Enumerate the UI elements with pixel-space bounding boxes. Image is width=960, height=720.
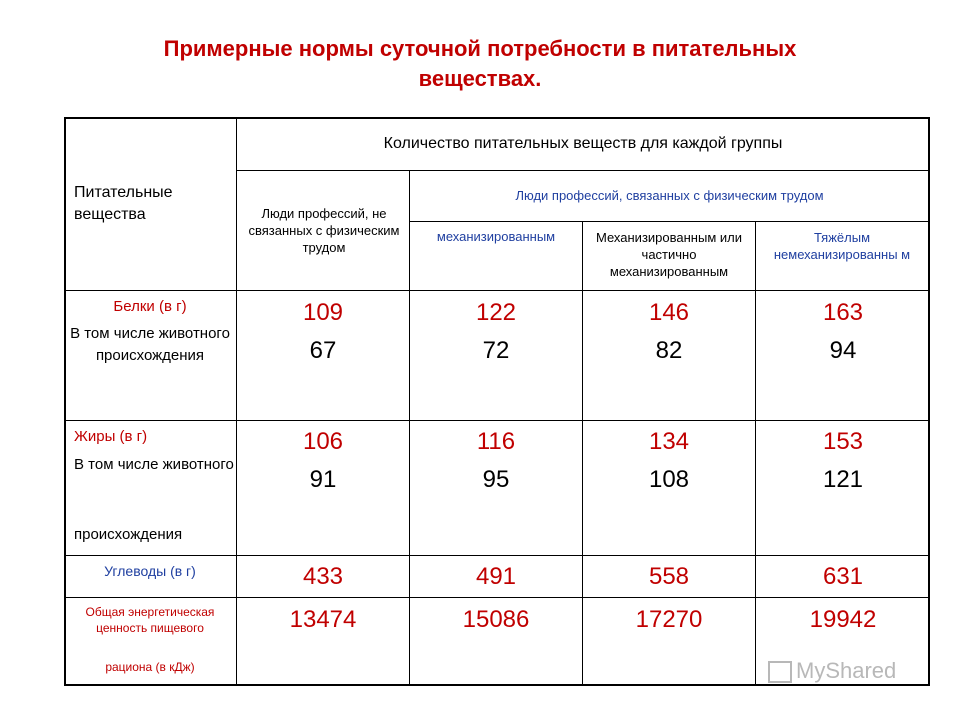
fat-value: 153	[822, 428, 864, 455]
fat-label: Жиры (в г)	[74, 428, 148, 445]
grid-line	[64, 290, 930, 291]
header-physical: Люди профессий, связанных с физическим т…	[515, 188, 824, 203]
carb-value: 631	[822, 563, 864, 590]
carb-value: 558	[648, 563, 690, 590]
grid-line	[64, 555, 930, 556]
protein-animal-value: 82	[655, 337, 683, 364]
energy-label: Общая энергетическая ценность пищевого	[85, 605, 215, 635]
presentation-icon	[768, 661, 792, 684]
table-border	[64, 117, 930, 686]
protein-animal-value: 67	[309, 337, 337, 364]
protein-label: Белки (в г)	[113, 298, 187, 315]
fat-animal-value: 91	[309, 466, 337, 493]
header-non-physical: Люди профессий, не связанных с физически…	[248, 206, 400, 255]
carb-label: Углеводы (в г)	[104, 563, 196, 579]
fat-value: 106	[302, 428, 344, 455]
grid-line	[755, 221, 756, 686]
header-partial: Механизированным или частично механизиро…	[596, 230, 742, 279]
grid-line	[64, 597, 930, 598]
fat-value: 116	[476, 428, 516, 455]
protein-value: 146	[648, 299, 690, 326]
energy-value: 13474	[289, 606, 357, 633]
protein-animal-value: 94	[829, 337, 857, 364]
protein-sub-label: В том числе животного происхождения	[70, 325, 230, 364]
fat-animal-value: 121	[822, 466, 864, 493]
header-quantity: Количество питательных веществ для каждо…	[383, 135, 783, 152]
energy-value: 19942	[809, 606, 877, 633]
fat-value: 134	[648, 428, 690, 455]
carb-value: 491	[475, 563, 517, 590]
fat-sub-label: В том числе животного	[74, 456, 234, 473]
header-heavy: Тяжёлым немеханизированны м	[773, 230, 911, 262]
header-nutrients: Питательные вещества	[74, 184, 173, 223]
grid-line	[236, 117, 237, 686]
watermark: MyShared	[768, 658, 896, 684]
page-title: Примерные нормы суточной потребности в п…	[60, 34, 900, 94]
grid-line	[409, 170, 410, 686]
grid-line	[582, 221, 583, 686]
fat-animal-value: 95	[482, 466, 510, 493]
protein-animal-value: 72	[482, 337, 510, 364]
title-line-1: Примерные нормы суточной потребности в п…	[163, 36, 797, 61]
grid-line	[64, 420, 930, 421]
grid-line	[409, 221, 930, 222]
header-mechanized: механизированным	[436, 229, 556, 244]
title-line-2: веществах.	[418, 66, 542, 91]
energy-value: 17270	[635, 606, 703, 633]
energy-label-2: рациона (в кДж)	[105, 660, 195, 674]
fat-sub-label-2: происхождения	[74, 526, 183, 543]
energy-value: 15086	[462, 606, 530, 633]
watermark-text: MyShared	[796, 658, 897, 683]
grid-line	[236, 170, 930, 171]
fat-animal-value: 108	[648, 466, 690, 493]
protein-value: 163	[822, 299, 864, 326]
protein-value: 122	[475, 299, 517, 326]
carb-value: 433	[302, 563, 344, 590]
protein-value: 109	[302, 299, 344, 326]
